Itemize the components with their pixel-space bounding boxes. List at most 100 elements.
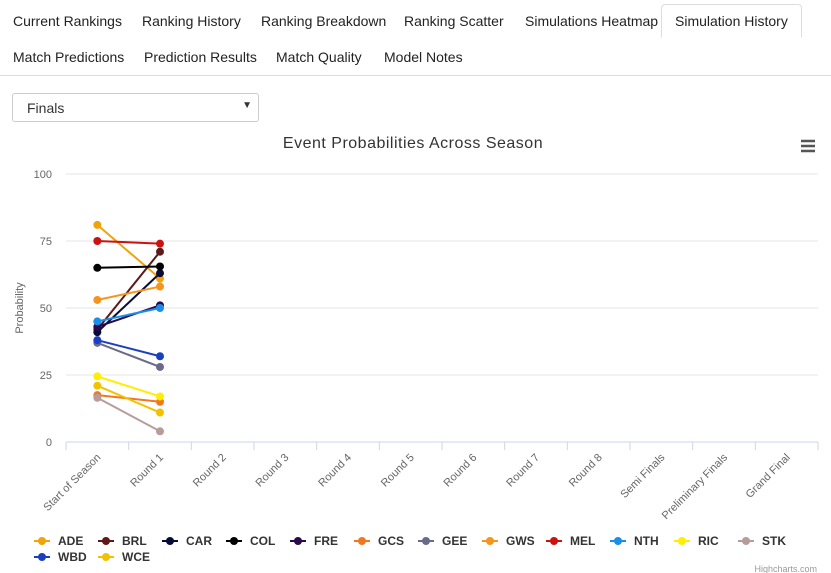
legend-item[interactable]: MEL: [546, 534, 595, 548]
legend-item[interactable]: GCS: [354, 534, 404, 548]
legend-item[interactable]: ADE: [34, 534, 83, 548]
legend-item[interactable]: GEE: [418, 534, 467, 548]
legend-item[interactable]: WCE: [98, 550, 150, 564]
dropdown-value: Finals: [27, 100, 65, 116]
tab[interactable]: Match Predictions: [13, 49, 125, 65]
y-axis-label: Probability: [14, 282, 26, 334]
tab[interactable]: Model Notes: [384, 49, 463, 65]
legend-item[interactable]: BRL: [98, 534, 147, 548]
legend-item[interactable]: FRE: [290, 534, 338, 548]
y-tick-label: 0: [46, 437, 52, 449]
x-tick-label: Round 4: [316, 452, 354, 490]
point: [156, 427, 164, 436]
y-tick-label: 75: [40, 236, 52, 248]
legend-item[interactable]: CAR: [162, 534, 212, 548]
series: [93, 220, 164, 283]
legend-label: CAR: [186, 534, 212, 548]
x-tick-label: Round 7: [504, 452, 542, 490]
tab[interactable]: Simulations Heatmap: [525, 13, 659, 29]
series-line: [96, 396, 161, 433]
legend-marker: [550, 537, 558, 545]
x-tick-label: Round 2: [191, 452, 229, 490]
legend-label: COL: [250, 534, 275, 548]
point: [93, 381, 102, 390]
legend-label: ADE: [58, 534, 83, 548]
menu-button[interactable]: [801, 139, 815, 153]
point: [156, 262, 164, 271]
legend-marker: [614, 537, 622, 545]
series-line: [96, 224, 161, 280]
point: [93, 393, 102, 402]
legend-marker: [230, 537, 238, 545]
x-tick-label: Round 3: [254, 452, 292, 490]
legend-item[interactable]: GWS: [482, 534, 535, 548]
legend-item[interactable]: COL: [226, 534, 275, 548]
legend-item[interactable]: NTH: [610, 534, 659, 548]
x-tick-label: Preliminary Finals: [660, 451, 731, 522]
tab[interactable]: Match Quality: [276, 49, 362, 65]
legend-item[interactable]: STK: [738, 534, 786, 548]
y-tick-label: 50: [40, 303, 52, 315]
series: [93, 372, 164, 401]
legend-marker: [742, 537, 750, 545]
legend-label: BRL: [122, 534, 147, 548]
point: [156, 304, 164, 312]
tab[interactable]: Ranking Breakdown: [261, 13, 387, 29]
point: [93, 263, 102, 272]
legend-label: GCS: [378, 534, 404, 548]
point: [156, 352, 164, 361]
legend-marker: [166, 537, 174, 545]
legend-label: WBD: [58, 550, 87, 564]
tab[interactable]: Current Rankings: [13, 13, 122, 29]
point: [156, 392, 164, 401]
legend-marker: [102, 553, 110, 561]
legend-label: MEL: [570, 534, 595, 548]
series-line: [97, 240, 161, 245]
point: [156, 247, 164, 256]
divider: [0, 75, 831, 76]
dropdown[interactable]: Finals ▼: [12, 93, 259, 122]
point: [156, 362, 164, 371]
legend-item[interactable]: WBD: [34, 550, 87, 564]
point: [156, 408, 164, 417]
legend-marker: [678, 537, 686, 545]
legend-item[interactable]: RIC: [674, 534, 719, 548]
series-line: [97, 304, 161, 328]
legend-marker: [102, 537, 110, 545]
series-line: [97, 265, 161, 269]
series: [93, 237, 164, 248]
series-line: [96, 341, 161, 368]
tab[interactable]: Prediction Results: [144, 49, 257, 65]
legend-marker: [38, 553, 46, 561]
legend-marker: [294, 537, 302, 545]
tab[interactable]: Ranking Scatter: [404, 13, 504, 29]
tab[interactable]: Simulation History: [661, 4, 802, 38]
legend-marker: [38, 537, 46, 545]
series: [93, 381, 164, 417]
point: [93, 317, 102, 326]
series: [93, 262, 164, 272]
tab[interactable]: Ranking History: [142, 13, 241, 29]
point: [156, 239, 164, 248]
x-tick-label: Grand Final: [744, 452, 793, 501]
y-tick-label: 100: [34, 169, 52, 181]
credit[interactable]: Highcharts.com: [754, 564, 817, 573]
series-line: [97, 285, 161, 301]
legend-label: WCE: [122, 550, 150, 564]
x-tick-label: Round 8: [567, 452, 605, 490]
point: [156, 269, 164, 278]
legend-marker: [422, 537, 430, 545]
point: [156, 282, 164, 291]
series-line: [97, 339, 161, 358]
series-line: [97, 375, 161, 398]
x-tick-label: Start of Season: [41, 452, 103, 514]
x-tick-label: Round 6: [442, 452, 480, 490]
series-line: [97, 307, 161, 323]
series: [93, 393, 164, 436]
series-line: [96, 384, 161, 414]
series: [93, 269, 164, 337]
point: [93, 295, 102, 304]
series-line: [96, 251, 161, 331]
